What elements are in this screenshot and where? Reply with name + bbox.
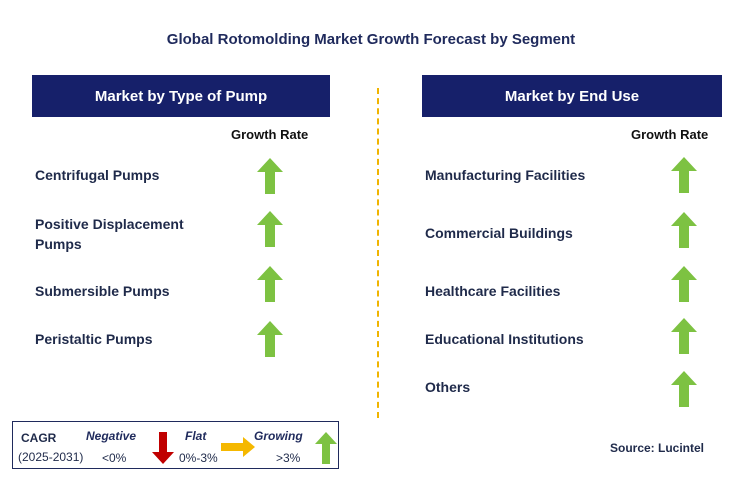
- up-arrow-icon: [671, 266, 697, 302]
- right-panel-header: Market by End Use: [422, 75, 722, 117]
- legend-negative-label: Negative: [86, 429, 137, 443]
- left-item-label-line2: Pumps: [35, 236, 82, 252]
- left-item-submersible-pumps: Submersible Pumps: [35, 283, 170, 299]
- left-panel-header: Market by Type of Pump: [32, 75, 330, 117]
- legend-growing-label: Growing: [254, 429, 303, 443]
- legend-growing-range: >3%: [276, 451, 301, 465]
- cagr-legend: CAGR (2025-2031) Negative <0% Flat 0%-3%…: [12, 421, 339, 469]
- legend-negative-range: <0%: [102, 451, 127, 465]
- right-arrow-icon: [221, 437, 255, 457]
- left-item-label-line1: Positive Displacement: [35, 216, 184, 232]
- up-arrow-icon: [671, 318, 697, 354]
- up-arrow-icon: [671, 212, 697, 248]
- up-arrow-icon: [671, 157, 697, 193]
- right-growth-rate-label: Growth Rate: [631, 127, 709, 142]
- up-arrow-icon: [257, 321, 283, 357]
- right-item-commercial-buildings: Commercial Buildings: [425, 225, 573, 241]
- left-item-centrifugal-pumps: Centrifugal Pumps: [35, 167, 160, 183]
- left-growth-rate-label: Growth Rate: [231, 127, 309, 142]
- down-arrow-icon: [152, 432, 174, 464]
- up-arrow-icon: [257, 158, 283, 194]
- up-arrow-icon: [257, 266, 283, 302]
- chart-title: Global Rotomolding Market Growth Forecas…: [166, 31, 576, 48]
- left-item-peristaltic-pumps: Peristaltic Pumps: [35, 331, 153, 347]
- legend-period: (2025-2031): [18, 450, 84, 464]
- legend-flat-range: 0%-3%: [179, 451, 218, 465]
- legend-flat-label: Flat: [185, 429, 207, 443]
- up-arrow-icon: [257, 211, 283, 247]
- source-note: Source: Lucintel: [610, 441, 705, 455]
- up-arrow-icon: [671, 371, 697, 407]
- right-item-healthcare-facilities: Healthcare Facilities: [425, 283, 561, 299]
- legend-cagr-label: CAGR: [21, 431, 57, 445]
- right-item-manufacturing-facilities: Manufacturing Facilities: [425, 167, 586, 183]
- up-arrow-icon: [315, 432, 337, 464]
- left-item-positive-displacement: Positive Displacement Pumps: [35, 214, 184, 254]
- right-item-others: Others: [425, 379, 471, 395]
- right-item-educational-institutions: Educational Institutions: [425, 331, 584, 347]
- panel-divider: [377, 88, 379, 418]
